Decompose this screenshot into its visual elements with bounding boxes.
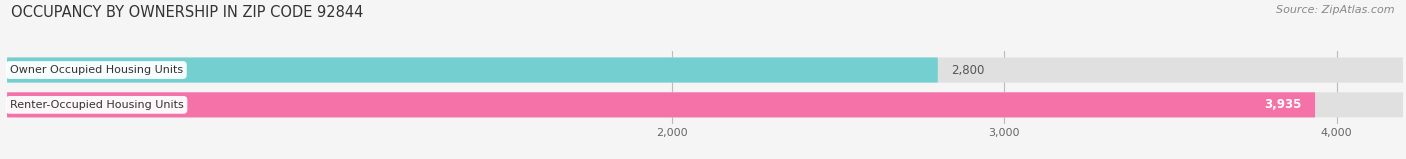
FancyBboxPatch shape [7,92,1403,117]
Text: 2,800: 2,800 [950,64,984,76]
Text: OCCUPANCY BY OWNERSHIP IN ZIP CODE 92844: OCCUPANCY BY OWNERSHIP IN ZIP CODE 92844 [11,5,364,20]
Text: 3,935: 3,935 [1264,98,1302,111]
Text: Source: ZipAtlas.com: Source: ZipAtlas.com [1277,5,1395,15]
Text: Owner Occupied Housing Units: Owner Occupied Housing Units [10,65,183,75]
FancyBboxPatch shape [7,58,1403,83]
FancyBboxPatch shape [7,58,938,83]
Text: Renter-Occupied Housing Units: Renter-Occupied Housing Units [10,100,183,110]
FancyBboxPatch shape [7,92,1315,117]
